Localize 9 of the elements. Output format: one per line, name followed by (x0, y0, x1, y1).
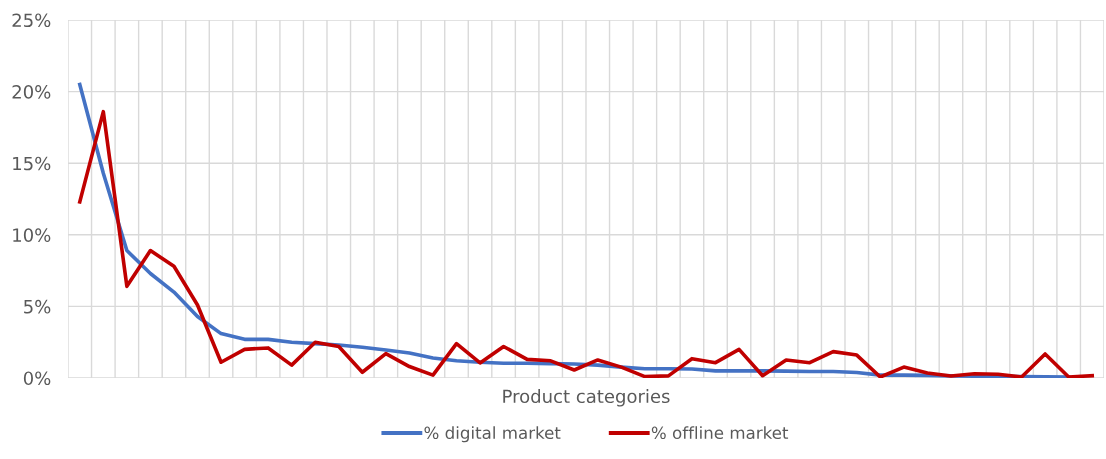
x-axis-title: Product categories (503, 389, 670, 407)
y-tick-label: 0% (23, 371, 51, 386)
y-tick-label: 20% (12, 85, 51, 99)
y-tick-label: 10% (13, 228, 51, 242)
y-tick-label: 5% (24, 299, 51, 314)
y-tick-label: 25% (12, 13, 51, 28)
y-tick-label: 15% (13, 156, 51, 171)
legend-label: % digital market (424, 426, 561, 443)
legend-label: % offline market (651, 426, 789, 440)
